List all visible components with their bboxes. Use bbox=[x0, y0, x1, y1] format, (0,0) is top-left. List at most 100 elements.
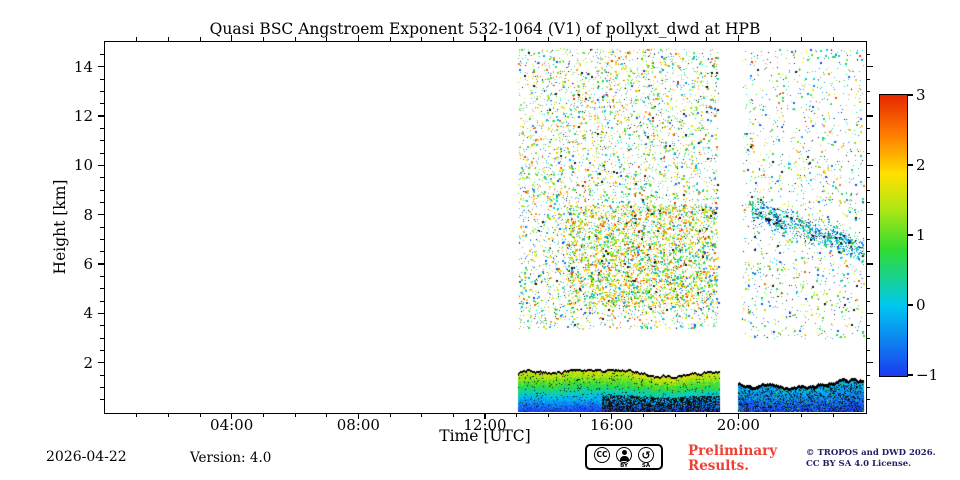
y-minor-tick-right bbox=[866, 78, 870, 80]
x-minor-tick bbox=[769, 413, 771, 417]
colorbar-tick-label: 2 bbox=[916, 156, 926, 174]
y-minor-tick bbox=[100, 53, 104, 55]
y-major-tick-right bbox=[866, 65, 873, 68]
preliminary-line2: Results. bbox=[688, 457, 749, 474]
x-major-tick bbox=[484, 413, 486, 419]
y-minor-tick bbox=[100, 275, 104, 277]
y-major-tick-right bbox=[866, 263, 873, 265]
x-tick-label: 16:00 bbox=[590, 416, 634, 434]
x-major-tick-top bbox=[610, 34, 613, 41]
x-minor-tick bbox=[326, 413, 328, 417]
cc-license-badge[interactable]: CC BY ↺ SA bbox=[585, 444, 663, 470]
y-tick-label: 8 bbox=[83, 205, 93, 224]
cc-sa-label: SA bbox=[641, 463, 651, 469]
x-major-tick-top bbox=[484, 34, 486, 41]
y-minor-tick bbox=[100, 349, 104, 351]
x-minor-tick bbox=[832, 413, 834, 417]
x-major-tick bbox=[610, 413, 613, 419]
chart-title: Quasi BSC Angstroem Exponent 532-1064 (V… bbox=[209, 20, 761, 38]
y-tick-label: 12 bbox=[73, 107, 93, 125]
x-minor-tick-top bbox=[516, 37, 518, 41]
y-minor-tick bbox=[100, 103, 104, 105]
y-minor-tick bbox=[100, 201, 104, 203]
cc-logo-column: CC bbox=[594, 447, 610, 463]
colorbar-gradient bbox=[879, 94, 907, 376]
x-minor-tick-top bbox=[452, 37, 454, 41]
y-minor-tick-right bbox=[866, 386, 870, 388]
x-minor-tick bbox=[421, 413, 423, 417]
x-minor-tick bbox=[642, 413, 644, 417]
y-minor-tick bbox=[100, 127, 104, 129]
x-minor-tick-top bbox=[167, 37, 169, 41]
person-icon-body bbox=[619, 455, 629, 461]
y-minor-tick-right bbox=[866, 288, 870, 290]
x-minor-tick-top bbox=[326, 37, 328, 41]
person-icon-head bbox=[621, 449, 627, 455]
y-major-tick-right bbox=[866, 213, 873, 216]
x-minor-tick-top bbox=[706, 37, 708, 41]
y-minor-tick-right bbox=[866, 349, 870, 351]
y-minor-tick-right bbox=[866, 53, 870, 55]
x-major-tick bbox=[737, 413, 740, 419]
cc-sa-column: ↺ SA bbox=[638, 447, 654, 469]
y-minor-tick-right bbox=[866, 201, 870, 203]
y-tick-label: 6 bbox=[83, 255, 93, 273]
y-minor-tick-right bbox=[866, 238, 870, 240]
preliminary-line1: Preliminary bbox=[688, 443, 778, 459]
x-tick-label: 04:00 bbox=[210, 416, 254, 434]
share-alike-arrow: ↺ bbox=[641, 448, 651, 462]
x-tick-label: 20:00 bbox=[716, 416, 760, 434]
x-minor-tick bbox=[389, 413, 391, 417]
y-minor-tick bbox=[100, 140, 104, 142]
y-minor-tick bbox=[100, 238, 104, 240]
x-minor-tick bbox=[579, 413, 581, 417]
y-minor-tick-right bbox=[866, 177, 870, 179]
colorbar-tick bbox=[907, 234, 913, 236]
colorbar-tick-label: 0 bbox=[916, 296, 926, 314]
y-minor-tick-right bbox=[866, 337, 870, 339]
colorbar-tick bbox=[907, 374, 913, 376]
y-minor-tick bbox=[100, 288, 104, 290]
x-minor-tick-top bbox=[199, 37, 201, 41]
y-minor-tick bbox=[100, 399, 104, 401]
x-minor-tick bbox=[547, 413, 549, 417]
y-minor-tick-right bbox=[866, 275, 870, 277]
y-major-tick bbox=[97, 164, 104, 167]
cc-icon: CC bbox=[594, 447, 610, 463]
x-minor-tick bbox=[294, 413, 296, 417]
x-minor-tick bbox=[801, 413, 803, 417]
copyright-line1: © TROPOS and DWD 2026. bbox=[806, 448, 936, 458]
y-minor-tick bbox=[100, 152, 104, 154]
x-tick-label: 12:00 bbox=[463, 416, 507, 434]
x-minor-tick-top bbox=[674, 37, 676, 41]
x-minor-tick-top bbox=[579, 37, 581, 41]
x-major-tick-top bbox=[230, 34, 233, 41]
x-minor-tick-top bbox=[642, 37, 644, 41]
version-label: Version: 4.0 bbox=[190, 450, 272, 466]
y-minor-tick-right bbox=[866, 90, 870, 92]
y-minor-tick bbox=[100, 325, 104, 327]
colorbar-tick bbox=[907, 164, 913, 166]
x-minor-tick-top bbox=[832, 37, 834, 41]
y-minor-tick-right bbox=[866, 152, 870, 154]
colorbar-tick bbox=[907, 94, 913, 96]
x-axis-label: Time [UTC] bbox=[439, 427, 531, 445]
x-minor-tick bbox=[452, 413, 454, 417]
x-tick-label: 08:00 bbox=[336, 416, 380, 434]
y-tick-label: 10 bbox=[73, 156, 93, 175]
y-minor-tick bbox=[100, 189, 104, 191]
y-major-tick-right bbox=[866, 164, 873, 167]
y-major-tick bbox=[97, 213, 104, 216]
x-minor-tick-top bbox=[136, 37, 138, 41]
copyright-note: © TROPOS and DWD 2026. CC BY SA 4.0 Lice… bbox=[806, 448, 936, 469]
x-minor-tick-top bbox=[769, 37, 771, 41]
measurement-date: 2026-04-22 bbox=[46, 449, 127, 465]
y-major-tick bbox=[97, 115, 104, 117]
x-major-tick-top bbox=[737, 34, 740, 41]
x-minor-tick bbox=[706, 413, 708, 417]
x-major-tick bbox=[357, 413, 360, 419]
y-tick-label: 2 bbox=[83, 353, 93, 372]
y-minor-tick-right bbox=[866, 300, 870, 302]
y-minor-tick bbox=[100, 90, 104, 92]
